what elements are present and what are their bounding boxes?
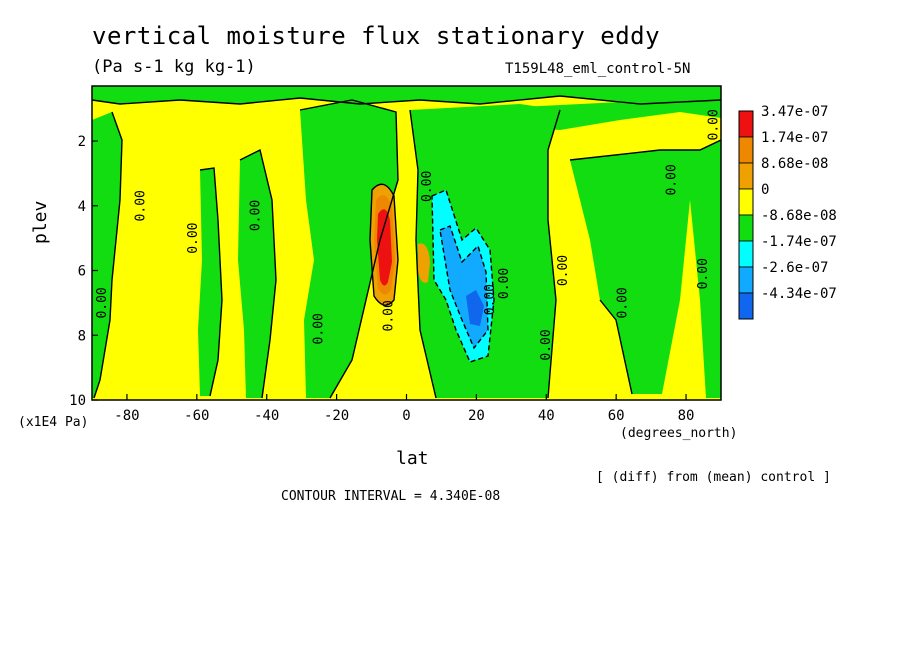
contour-line-4 bbox=[299, 99, 399, 399]
legend-label: -1.74e-07 bbox=[761, 234, 837, 250]
y-axis-unit: (x1E4 Pa) bbox=[18, 415, 89, 430]
y-axis: 2 4 6 8 10 bbox=[69, 134, 98, 409]
green-region-20s bbox=[300, 100, 398, 398]
x-tick-label: -80 bbox=[114, 408, 139, 424]
contour-label: 0.00 bbox=[186, 222, 201, 253]
contour-label: 0.00 bbox=[539, 329, 554, 360]
legend-swatch bbox=[738, 292, 754, 320]
x-axis: -80 -60 -40 -20 0 20 40 60 80 bbox=[114, 394, 694, 424]
x-tick-label: -40 bbox=[254, 408, 279, 424]
legend-label: -4.34e-07 bbox=[761, 286, 837, 302]
green-region-far-south bbox=[92, 112, 122, 398]
contour-line-3 bbox=[239, 148, 277, 399]
contour-label: 0.00 bbox=[616, 287, 631, 318]
green-region-north bbox=[570, 140, 721, 398]
legend-label: 3.47e-07 bbox=[761, 104, 828, 120]
plot-area bbox=[91, 85, 722, 401]
contour-label-group: 0.000.000.000.000.00 0.000.000.000.000.00… bbox=[95, 109, 722, 360]
legend-swatch bbox=[738, 214, 754, 242]
chart-title: vertical moisture flux stationary eddy bbox=[92, 22, 661, 50]
x-axis-unit: (degrees_north) bbox=[620, 426, 738, 441]
diff-note: [ (diff) from (mean) control ] bbox=[596, 470, 831, 485]
legend-swatch bbox=[738, 162, 754, 190]
contour-line-7 bbox=[569, 139, 722, 161]
y-tick-label: 2 bbox=[78, 134, 86, 150]
y-tick-label: 10 bbox=[69, 393, 86, 409]
legend-frame bbox=[738, 110, 754, 320]
contour-label: 0.00 bbox=[497, 268, 512, 299]
positive-region-core bbox=[377, 209, 392, 286]
legend-label: 8.68e-08 bbox=[761, 156, 828, 172]
y-tick-label: 8 bbox=[78, 328, 86, 344]
y-tick-label: 6 bbox=[78, 264, 86, 280]
contour-label: 0.00 bbox=[312, 313, 327, 344]
chart-units: (Pa s-1 kg kg-1) bbox=[92, 57, 256, 77]
contour-line-8 bbox=[599, 299, 633, 395]
y-axis-label: plev bbox=[30, 200, 51, 244]
green-band-upper-north bbox=[500, 98, 721, 130]
negative-region-core bbox=[466, 290, 484, 326]
contour-label: 0.00 bbox=[382, 300, 397, 331]
legend-swatch bbox=[738, 266, 754, 294]
contour-label: 0.00 bbox=[95, 287, 110, 318]
contour-line-2 bbox=[199, 167, 223, 397]
x-tick-label: 20 bbox=[468, 408, 485, 424]
top-green-band bbox=[92, 86, 721, 104]
x-tick-label: 60 bbox=[608, 408, 625, 424]
legend-swatch bbox=[738, 110, 754, 138]
contour-label: 0.00 bbox=[556, 255, 571, 286]
y-tick-label: 4 bbox=[78, 199, 86, 215]
legend-swatch bbox=[738, 188, 754, 216]
green-region-40s bbox=[238, 150, 276, 398]
positive-region-small bbox=[418, 243, 430, 283]
color-legend: 3.47e-07 1.74e-07 8.68e-08 0 -8.68e-08 -1.74e… bbox=[738, 104, 837, 320]
x-tick-label: 40 bbox=[538, 408, 555, 424]
legend-swatch bbox=[738, 240, 754, 268]
contour-line-positive bbox=[369, 183, 399, 306]
x-tick-label: 80 bbox=[678, 408, 695, 424]
contour-label: 0.00 bbox=[483, 284, 498, 315]
x-tick-label: -20 bbox=[324, 408, 349, 424]
legend-swatch bbox=[738, 136, 754, 164]
contour-label: 0.00 bbox=[696, 258, 711, 289]
legend-label: -8.68e-08 bbox=[761, 208, 837, 224]
x-tick-label: -60 bbox=[184, 408, 209, 424]
contour-line-6 bbox=[547, 109, 561, 399]
legend-label: -2.6e-07 bbox=[761, 260, 828, 276]
x-tick-label: 0 bbox=[402, 408, 410, 424]
contour-label: 0.00 bbox=[665, 164, 680, 195]
contour-label: 0.00 bbox=[707, 109, 722, 140]
contour-label: 0.00 bbox=[249, 200, 264, 231]
legend-label: 0 bbox=[761, 182, 769, 198]
contour-interval: CONTOUR INTERVAL = 4.340E-08 bbox=[281, 489, 501, 504]
contour-line-negative-inner bbox=[439, 225, 489, 350]
contour-label: 0.00 bbox=[420, 171, 435, 202]
contour-label: 0.00 bbox=[133, 190, 148, 221]
negative-region-group bbox=[92, 86, 721, 398]
contour-line-negative bbox=[431, 189, 495, 363]
green-region-60s bbox=[198, 168, 222, 396]
x-axis-label: lat bbox=[396, 448, 429, 469]
run-label: T159L48_eml_control-5N bbox=[505, 61, 691, 77]
contour-line-5 bbox=[409, 109, 437, 399]
legend-label: 1.74e-07 bbox=[761, 130, 828, 146]
contour-line-top bbox=[91, 95, 722, 105]
contour-line-1 bbox=[93, 111, 123, 399]
contour-lines bbox=[91, 95, 722, 399]
